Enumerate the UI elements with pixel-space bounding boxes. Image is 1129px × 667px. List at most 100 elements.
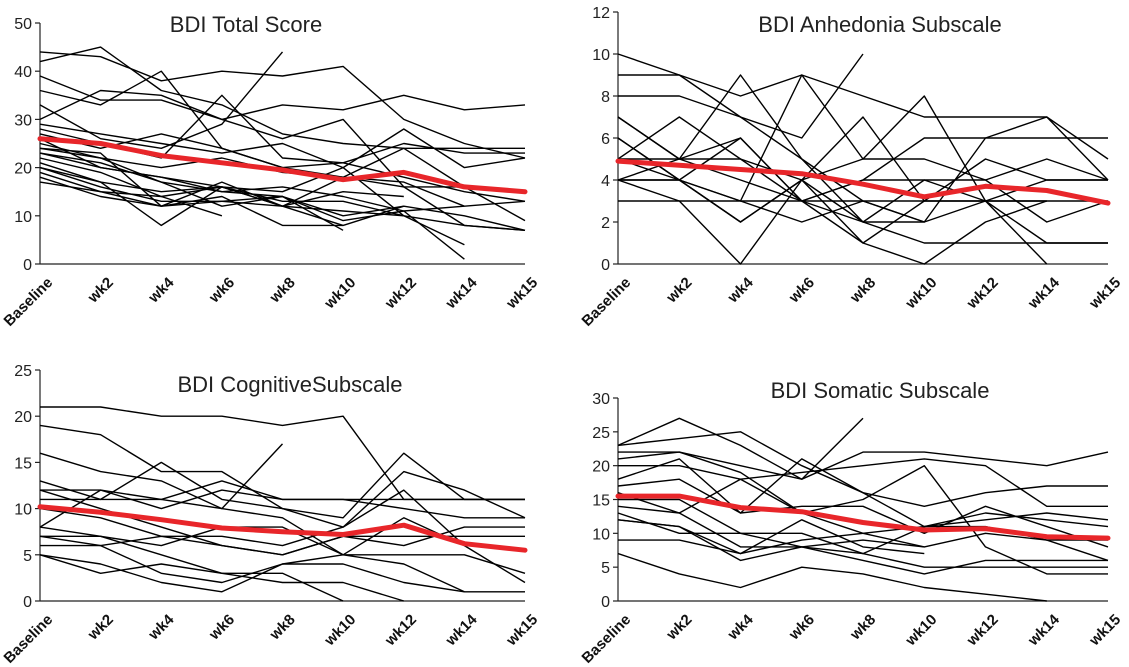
x-tick-label: wk8 [846,274,879,307]
series-line-2 [618,74,1109,181]
series-line-3 [618,53,864,139]
y-tick-label: 0 [23,594,32,611]
y-tick-label: 0 [23,257,32,274]
x-tick-label: wk10 [321,274,360,313]
series-line-6 [617,458,1109,548]
y-tick-label: 5 [23,548,32,565]
x-tick-label: wk4 [724,611,757,644]
series-line-11 [617,158,1048,265]
chart-panel-4: BDI Somatic Subscale 0 5 10 15 20 25 30 Baseline… [579,378,1125,667]
x-tick-label: wk4 [724,274,757,307]
chart-panel-2: BDI Anhedonia Subscale 0 2 4 6 8 10 12 Baseline w… [579,5,1125,330]
y-tick-label: 30 [592,391,610,408]
series-line-14 [618,512,1109,555]
mean-line [615,493,1111,541]
series-line-20 [39,176,344,231]
mean-line [615,158,1111,206]
x-tick-label: wk8 [846,611,879,644]
x-tick-label: wk15 [1086,274,1125,313]
series-line-5 [39,51,284,149]
x-tick-label: wk14 [1024,611,1063,650]
y-tick-label: 4 [601,173,610,190]
y-tick-label: 8 [601,89,610,106]
y-tick-label: 10 [592,526,610,543]
series-line-4 [39,70,525,169]
x-tick-label: wk2 [663,274,696,307]
x-tick-label: wk15 [1086,611,1125,650]
series-line-15 [39,554,405,602]
x-tick-label: wk6 [785,611,818,644]
series-line-10 [617,505,1108,568]
chart-panel-1: BDI Total Score 0 10 20 30 40 50 Baseline wk2 wk4… [1,12,542,330]
series-line-8 [39,489,526,584]
y-tick-label: 20 [592,459,610,476]
series-line-10 [39,517,465,556]
series-line-13 [617,519,925,555]
x-tick-label: wk10 [902,611,941,650]
y-tick-label: 30 [14,112,32,129]
y-tick-label: 2 [601,215,610,232]
x-tick-label: wk2 [663,611,696,644]
series-line-1 [40,406,525,501]
y-tick-label: 40 [14,64,32,81]
series-line-6 [617,116,1108,202]
series-line-2 [39,46,525,149]
series-line-22 [39,152,465,260]
y-tick-label: 20 [14,409,32,426]
series-line-11 [617,512,1108,575]
x-tick-label: Baseline [579,611,635,667]
x-tick-label: wk8 [266,274,299,307]
x-tick-label: wk4 [145,611,178,644]
chart-panel-3: BDI CognitiveSubscale 0 5 10 15 20 25 Baseline w… [1,363,542,667]
x-tick-label: wk10 [902,274,941,313]
series-line-6 [39,89,526,121]
y-tick-label: 25 [14,363,32,380]
x-tick-label: Baseline [1,274,57,330]
x-tick-label: Baseline [579,274,635,330]
series-line-9 [39,480,525,528]
y-tick-label: 10 [14,502,32,519]
mean-line [37,136,528,195]
x-tick-label: wk12 [963,611,1002,650]
y-tick-label: 12 [592,5,610,22]
x-tick-label: wk6 [205,611,238,644]
x-tick-label: wk14 [442,611,481,650]
series-line-7 [617,458,1109,528]
x-tick-label: wk15 [503,611,542,650]
y-tick-label: 0 [601,257,610,274]
series-line-1 [39,51,526,159]
chart-title: BDI Somatic Subscale [771,378,990,403]
x-tick-label: wk14 [1024,274,1063,313]
y-tick-label: 50 [14,16,32,33]
x-tick-label: wk10 [321,611,360,650]
series-line-14 [39,152,526,231]
x-tick-label: wk15 [503,274,542,313]
x-tick-label: wk12 [381,611,420,650]
series-line-1 [617,417,1109,480]
y-tick-label: 15 [592,493,610,510]
x-tick-label: wk6 [205,274,238,307]
x-tick-label: wk2 [84,274,117,307]
series-line-3 [618,417,864,480]
x-tick-label: wk8 [266,611,299,644]
chart-title: BDI Total Score [170,12,322,37]
x-tick-label: wk14 [442,274,481,313]
series-line-7 [39,123,526,169]
x-tick-label: wk6 [785,274,818,307]
x-tick-label: wk12 [381,274,420,313]
series-line-4 [617,451,1108,575]
y-tick-label: 10 [592,47,610,64]
series-line-11 [40,535,344,602]
chart-title: BDI CognitiveSubscale [177,372,402,397]
mean-line [37,504,528,553]
x-tick-label: wk4 [145,274,178,307]
y-tick-label: 25 [592,425,610,442]
series-line-5 [618,458,1108,507]
series-line-9 [618,498,1108,555]
series-line-2 [39,424,525,519]
y-tick-label: 15 [14,455,32,472]
y-tick-label: 6 [601,131,610,148]
series-line-19 [39,171,344,227]
chart-title: BDI Anhedonia Subscale [758,12,1001,37]
